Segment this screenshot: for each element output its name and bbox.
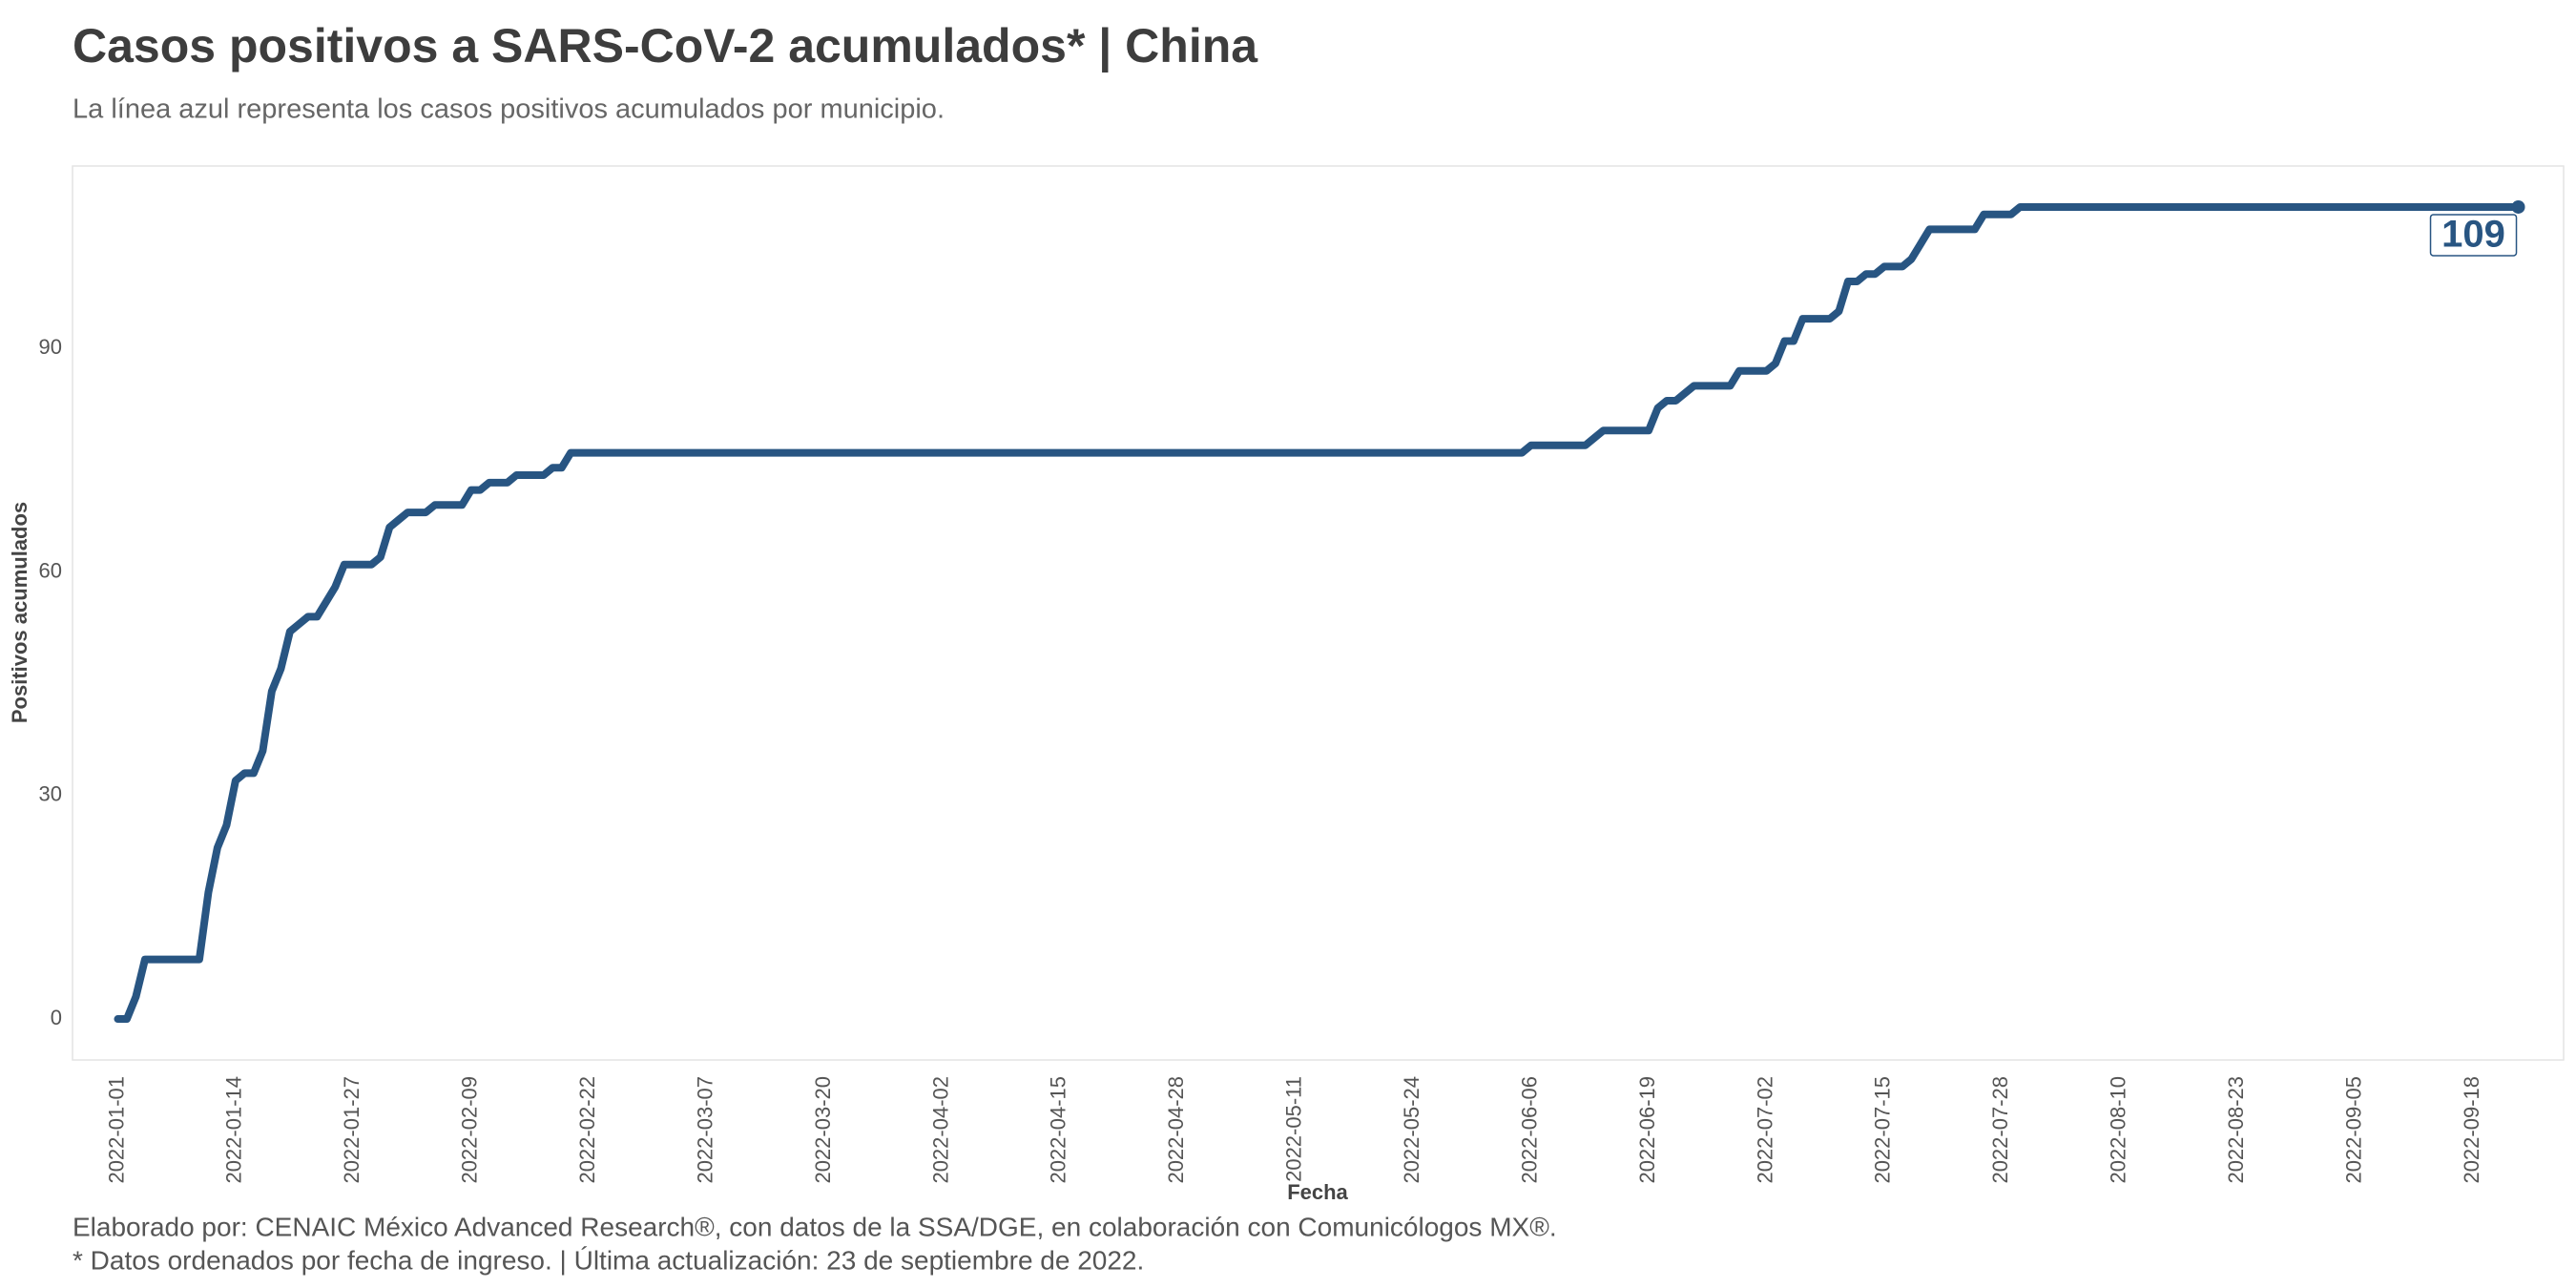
y-tick-label: 30 <box>39 782 62 806</box>
chart-title: Casos positivos a SARS-CoV-2 acumulados*… <box>73 19 1258 73</box>
value-label-box <box>2429 214 2518 257</box>
plot-area <box>72 165 2565 1061</box>
x-tick-label: 2022-04-02 <box>928 1076 952 1184</box>
x-tick-label: 2022-06-19 <box>1635 1076 1659 1184</box>
y-tick-label: 60 <box>39 558 62 582</box>
x-tick-label: 2022-04-28 <box>1164 1076 1188 1184</box>
x-tick-label: 2022-09-05 <box>2341 1076 2365 1184</box>
data-line <box>114 202 2523 1024</box>
y-tick-label: 90 <box>39 335 62 359</box>
x-axis-title: Fecha <box>1287 1180 1348 1204</box>
x-tick-label: 2022-01-14 <box>222 1076 246 1184</box>
x-tick-label: 2022-07-02 <box>1753 1076 1776 1184</box>
x-tick-label: 2022-09-18 <box>2460 1076 2483 1184</box>
y-axis-title: Positivos acumulados <box>8 502 31 723</box>
x-tick-label: 2022-02-22 <box>575 1076 599 1184</box>
value-label: 109 <box>2441 214 2505 256</box>
x-tick-label: 2022-03-07 <box>693 1076 717 1184</box>
caption: * Datos ordenados por fecha de ingreso. … <box>73 1245 1144 1275</box>
end-marker <box>2511 199 2525 214</box>
x-tick-label: 2022-01-01 <box>104 1076 128 1184</box>
x-tick-label: 2022-04-15 <box>1047 1076 1070 1184</box>
x-tick-label: 2022-01-27 <box>340 1076 364 1184</box>
x-tick-label: 2022-08-23 <box>2224 1076 2248 1184</box>
x-tick-label: 2022-08-10 <box>2107 1076 2130 1184</box>
x-tick-label: 2022-05-11 <box>1282 1076 1306 1182</box>
x-tick-label: 2022-06-06 <box>1517 1076 1541 1184</box>
chart-subtitle: La línea azul representa los casos posit… <box>73 94 945 125</box>
x-tick-label: 2022-03-20 <box>811 1076 835 1184</box>
x-tick-label: 2022-07-15 <box>1871 1076 1895 1184</box>
x-tick-label: 2022-05-24 <box>1400 1076 1423 1184</box>
x-tick-label: 2022-07-28 <box>1988 1076 2012 1184</box>
caption: Elaborado por: CENAIC México Advanced Re… <box>73 1212 1557 1241</box>
y-tick-label: 0 <box>51 1006 62 1029</box>
x-tick-label: 2022-02-09 <box>458 1076 482 1184</box>
